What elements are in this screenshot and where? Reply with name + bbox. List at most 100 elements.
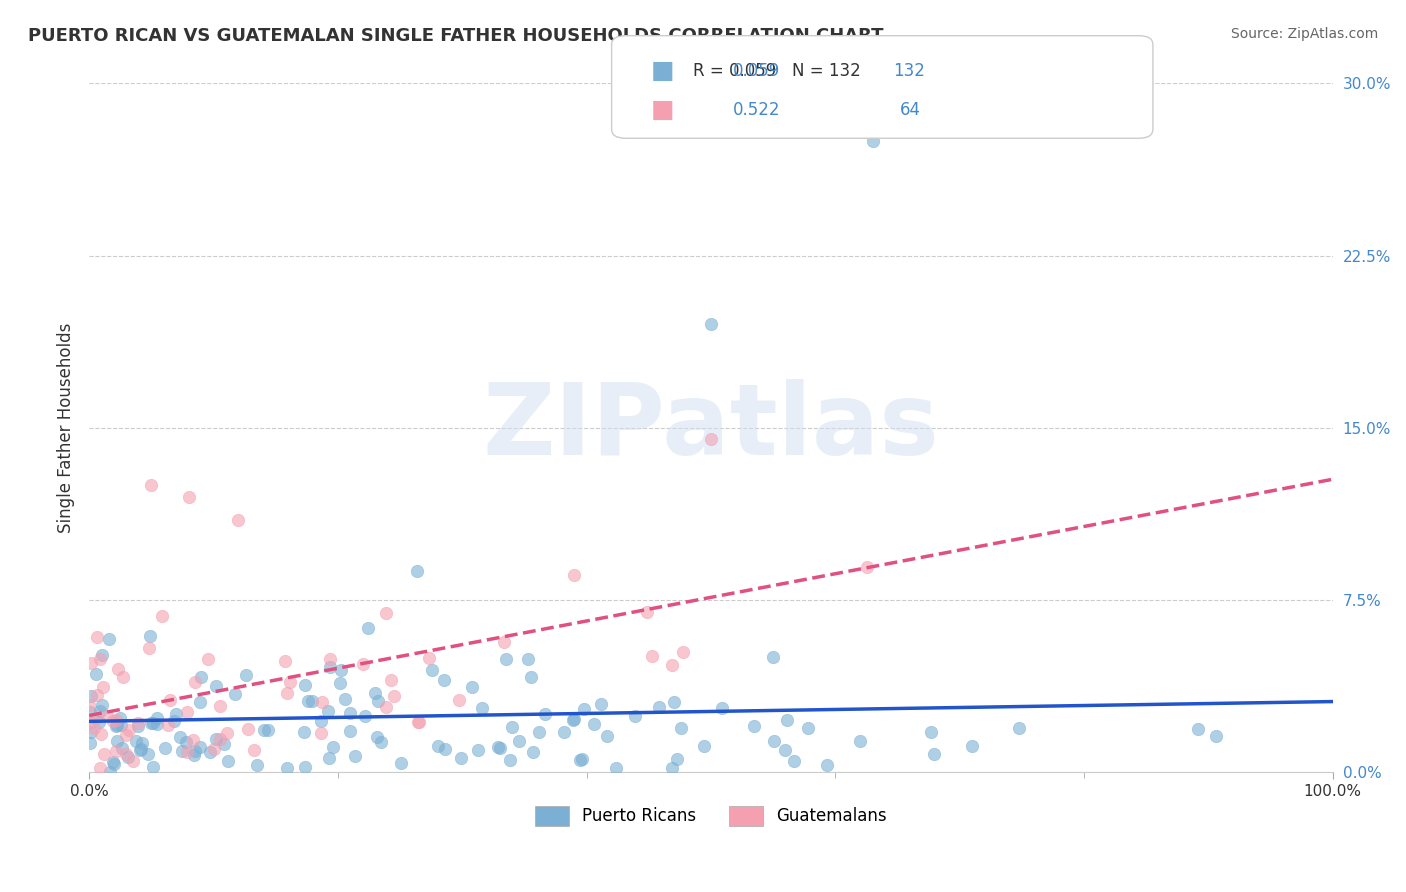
Point [366,730,388,744]
Point [139,715,162,730]
Point [1187,722,1209,736]
Point [177,490,200,504]
Point [212,737,235,751]
Point [103,714,125,728]
Point [105,718,128,732]
Point [672,644,695,658]
Point [80,725,103,739]
Point [693,739,716,753]
Point [922,747,945,761]
Point [1205,729,1227,743]
Point [624,709,647,723]
Point [553,725,575,739]
Point [159,693,181,707]
Text: 64: 64 [900,101,921,119]
Point [353,709,375,723]
Point [517,651,540,665]
Point [176,745,198,759]
Point [849,734,872,748]
Point [104,743,127,757]
Point [571,752,593,766]
Point [489,741,512,756]
Point [370,734,392,748]
Point [742,719,765,733]
Point [471,701,494,715]
Point [169,730,191,744]
Point [125,733,148,747]
Point [648,699,671,714]
Point [449,693,471,707]
Point [374,700,396,714]
Text: 0.522: 0.522 [733,101,780,119]
Point [101,755,124,769]
Point [920,724,942,739]
Point [110,717,132,731]
Point [209,731,232,746]
Point [344,748,367,763]
Point [1008,721,1031,735]
Point [217,725,239,739]
Point [309,726,332,740]
Point [318,751,340,765]
Point [238,723,260,737]
Point [301,694,323,708]
Point [224,687,246,701]
Point [217,754,239,768]
Point [582,716,605,731]
Point [115,728,138,742]
Point [205,732,228,747]
Point [357,621,380,635]
Point [84,667,107,681]
Point [494,635,516,649]
Point [252,723,274,738]
Point [495,652,517,666]
Point [501,719,523,733]
Point [433,742,456,756]
Point [86,630,108,644]
Point [384,689,406,703]
Point [235,667,257,681]
Legend: Puerto Ricans, Guatemalans: Puerto Ricans, Guatemalans [529,799,893,832]
Text: PUERTO RICAN VS GUATEMALAN SINGLE FATHER HOUSEHOLDS CORRELATION CHART: PUERTO RICAN VS GUATEMALAN SINGLE FATHER… [28,27,883,45]
Point [773,743,796,757]
Point [529,724,551,739]
Point [519,670,541,684]
Point [499,753,522,767]
Point [108,711,131,725]
Point [107,662,129,676]
Point [274,654,297,668]
Point [184,674,207,689]
Point [406,564,429,578]
Point [176,705,198,719]
Point [93,747,115,761]
Point [294,678,316,692]
Point [142,716,165,731]
Point [174,735,197,749]
Point [129,743,152,757]
Point [200,745,222,759]
Point [662,695,685,709]
Point [86,688,108,702]
Point [467,743,489,757]
Text: Source: ZipAtlas.com: Source: ZipAtlas.com [1230,27,1378,41]
Point [418,651,440,665]
Point [700,432,723,446]
Point [146,716,169,731]
Text: R = 0.059   N = 132: R = 0.059 N = 132 [693,62,860,80]
Point [292,724,315,739]
Point [427,739,450,753]
Point [226,512,249,526]
Point [80,689,103,703]
Point [364,686,387,700]
Point [319,660,342,674]
Point [960,739,983,753]
Point [90,648,112,663]
Point [190,670,212,684]
Point [256,723,278,737]
Point [815,758,838,772]
Text: 0.059: 0.059 [733,62,780,80]
Point [131,741,153,756]
Point [138,640,160,655]
Point [150,609,173,624]
Point [276,686,298,700]
